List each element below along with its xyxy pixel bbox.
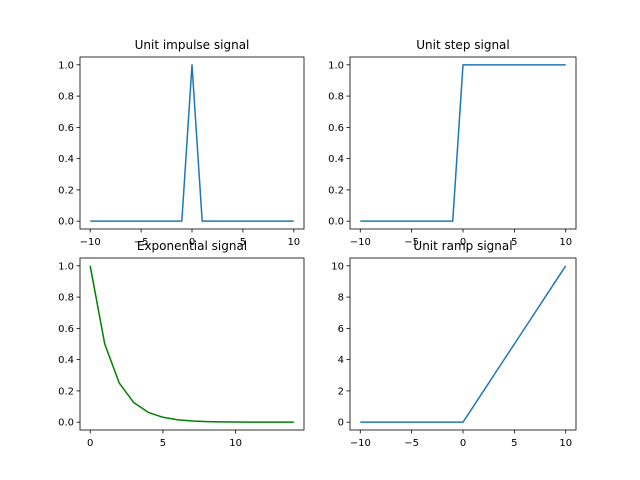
axis-ticks: −10 −5 0 5 10 0.0 0.2 0.4 0.6 0.8 1.0: [328, 60, 572, 248]
axis-ticks: 0 5 10 0.0 0.2 0.4 0.6 0.8 1.0: [58, 261, 242, 449]
x-tick-label: 5: [240, 237, 246, 248]
x-tick-label: 10: [229, 438, 242, 449]
plot-area: [89, 265, 294, 423]
subplot-unit-step: −10 −5 0 5 10 0.0 0.2 0.4 0.6 0.8 1.0 Unit step si…: [328, 38, 577, 248]
axes-background: [350, 258, 576, 430]
y-tick-label: 0.0: [58, 418, 74, 429]
axes-frame: [349, 257, 577, 431]
series-line: [90, 64, 294, 222]
y-tick-label: 0.6: [58, 123, 74, 134]
plot-area: [360, 64, 566, 222]
y-tick-label: 0.2: [328, 185, 344, 196]
subplot-exponential: 0 5 10 0.0 0.2 0.4 0.6 0.8 1.0 Exponential signa…: [58, 239, 305, 449]
x-tick-label: 0: [460, 237, 466, 248]
x-tick-label: 0: [189, 237, 195, 248]
axes-background: [80, 258, 304, 430]
y-tick-label: 0.4: [58, 154, 74, 165]
subplot-title: Unit impulse signal: [135, 38, 250, 52]
x-tick-label: 5: [511, 438, 517, 449]
y-tick-label: 1.0: [328, 60, 344, 71]
y-tick-label: 0.4: [328, 154, 344, 165]
y-tick-label: 0.2: [58, 185, 74, 196]
y-tick-label: 1.0: [58, 60, 74, 71]
axes-background: [350, 57, 576, 229]
x-tick-label: 0: [460, 438, 466, 449]
y-tick-label: 2: [338, 386, 344, 397]
y-tick-label: 0.4: [58, 355, 74, 366]
x-tick-label: −5: [404, 237, 419, 248]
plot-area: [360, 265, 567, 423]
x-tick-label: −5: [134, 237, 149, 248]
x-tick-label: 10: [287, 237, 300, 248]
y-tick-label: 0.8: [328, 92, 344, 103]
x-tick-label: −10: [350, 237, 371, 248]
subplot-unit-ramp: −10 −5 0 5 10 0 2 4 6 8 10 Unit ramp signal: [331, 239, 577, 449]
y-tick-label: 0: [338, 418, 344, 429]
axis-ticks: −10 −5 0 5 10 0 2 4 6 8 10: [331, 261, 572, 449]
y-tick-label: 0.0: [328, 217, 344, 228]
axes-background: [80, 57, 304, 229]
axes-frame: [79, 257, 305, 431]
subplot-title: Exponential signal: [137, 239, 247, 253]
x-tick-label: 10: [559, 237, 572, 248]
plot-area: [90, 64, 294, 222]
subplot-title: Unit ramp signal: [413, 239, 512, 253]
axes-frame: [349, 56, 577, 230]
x-tick-label: 0: [87, 438, 93, 449]
y-tick-label: 0.8: [58, 92, 74, 103]
y-tick-label: 6: [338, 324, 344, 335]
axes-frame: [79, 56, 305, 230]
x-tick-label: −5: [404, 438, 419, 449]
axis-ticks: −10 −5 0 5 10 0.0 0.2 0.4 0.6 0.8 1.0: [58, 60, 300, 248]
series-line: [360, 265, 567, 423]
series-line: [89, 265, 294, 423]
subplot-title: Unit step signal: [416, 38, 510, 52]
subplot-unit-impulse: −10 −5 0 5 10 0.0 0.2 0.4 0.6 0.8 1.0 Unit impulse…: [58, 38, 305, 248]
x-tick-label: −10: [350, 438, 371, 449]
y-tick-label: 0.8: [58, 293, 74, 304]
y-tick-label: 8: [338, 293, 344, 304]
x-tick-label: −10: [80, 237, 101, 248]
y-tick-label: 0.6: [58, 324, 74, 335]
y-tick-label: 10: [331, 261, 344, 272]
y-tick-label: 0.0: [58, 217, 74, 228]
x-tick-label: 5: [511, 237, 517, 248]
y-tick-label: 0.6: [328, 123, 344, 134]
x-tick-label: 10: [559, 438, 572, 449]
series-line: [360, 64, 566, 222]
y-tick-label: 4: [338, 355, 344, 366]
y-tick-label: 1.0: [58, 261, 74, 272]
x-tick-label: 5: [160, 438, 166, 449]
y-tick-label: 0.2: [58, 386, 74, 397]
